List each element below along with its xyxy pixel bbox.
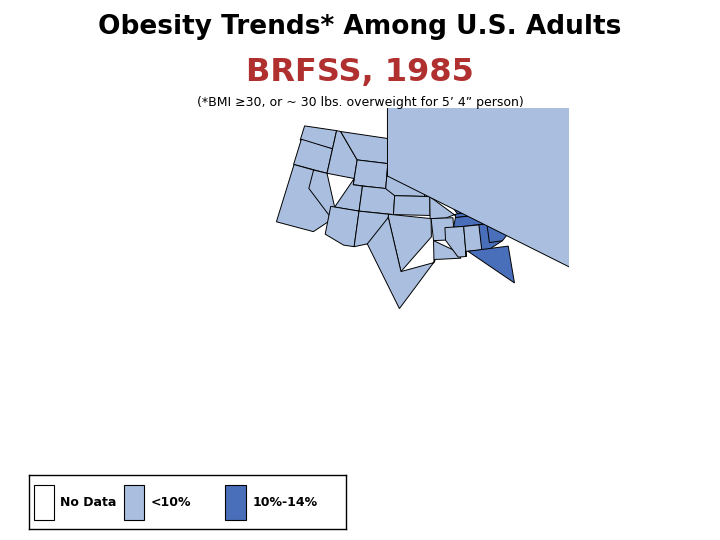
Polygon shape [447,149,481,184]
Polygon shape [444,179,465,214]
Polygon shape [388,139,418,159]
Polygon shape [387,157,421,178]
Polygon shape [496,152,529,181]
Text: BRFSS, 1985: BRFSS, 1985 [246,57,474,87]
Polygon shape [327,131,357,179]
Polygon shape [276,165,332,232]
Polygon shape [294,139,333,173]
Polygon shape [464,225,482,256]
Polygon shape [425,193,458,219]
Bar [124,485,145,519]
Polygon shape [359,186,395,214]
Polygon shape [526,151,536,164]
Polygon shape [421,174,446,193]
Polygon shape [468,246,515,283]
Bar [225,485,246,519]
Polygon shape [475,176,498,207]
Polygon shape [487,222,513,242]
Polygon shape [533,169,538,174]
Polygon shape [354,160,388,188]
Polygon shape [518,176,528,193]
Polygon shape [481,207,526,223]
Polygon shape [341,132,390,164]
Polygon shape [418,140,451,171]
Polygon shape [300,126,337,149]
Polygon shape [445,226,467,257]
Polygon shape [335,179,362,211]
Text: No Data: No Data [60,496,117,509]
Polygon shape [454,213,496,227]
Polygon shape [522,151,534,165]
Polygon shape [501,187,525,202]
Polygon shape [526,173,535,179]
Polygon shape [386,176,426,197]
Text: (*BMI ≥30, or ~ 30 lbs. overweight for 5’ 4” person): (*BMI ≥30, or ~ 30 lbs. overweight for 5… [197,96,523,109]
Polygon shape [431,218,454,241]
Polygon shape [518,187,525,197]
Polygon shape [309,170,335,219]
Polygon shape [462,183,477,208]
Polygon shape [525,162,543,176]
Polygon shape [479,222,503,254]
Polygon shape [484,198,525,215]
Polygon shape [387,0,720,369]
Bar [34,485,54,519]
Text: Obesity Trends* Among U.S. Adults: Obesity Trends* Among U.S. Adults [99,14,621,39]
Polygon shape [486,188,513,206]
Polygon shape [494,176,523,192]
Text: <10%: <10% [150,496,192,509]
Polygon shape [433,241,461,259]
Polygon shape [393,195,430,215]
Text: 10%-14%: 10%-14% [252,496,318,509]
Polygon shape [388,214,431,272]
Polygon shape [440,153,464,180]
Polygon shape [367,218,435,308]
Polygon shape [325,206,359,247]
Polygon shape [455,207,493,218]
Polygon shape [528,131,551,162]
Polygon shape [354,211,389,247]
